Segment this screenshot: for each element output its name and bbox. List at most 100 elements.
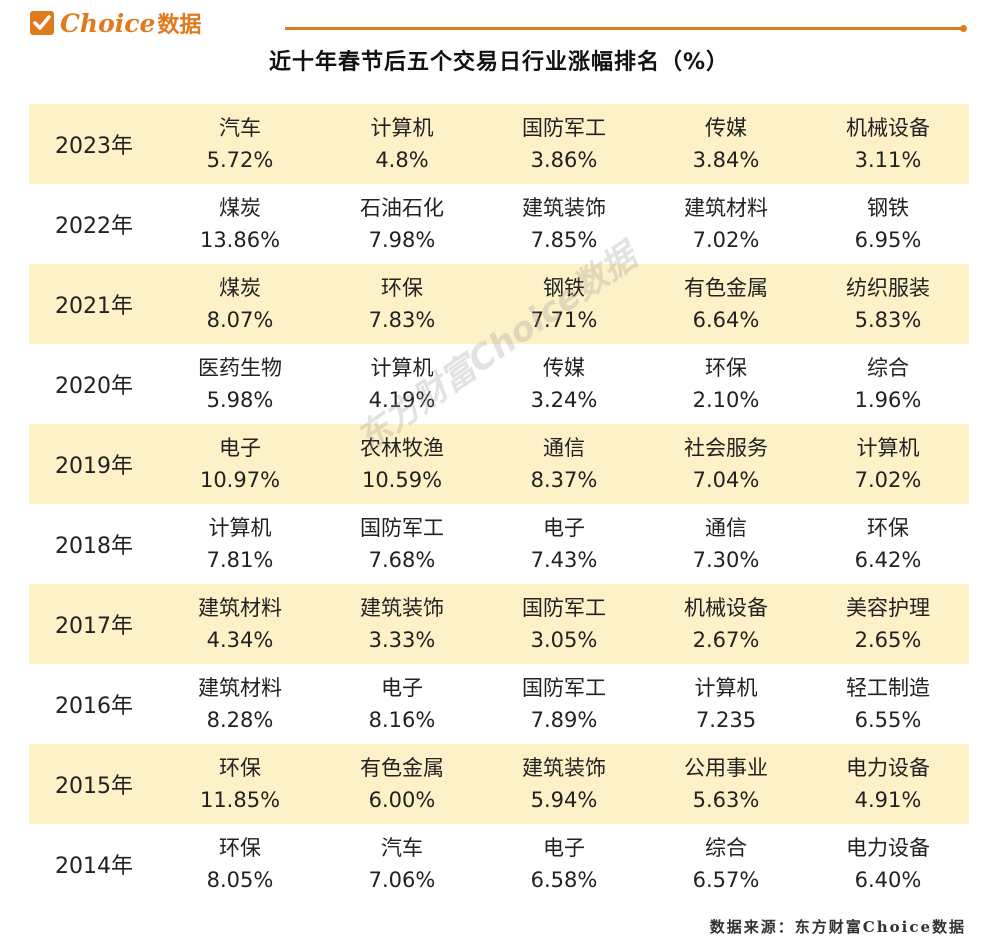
industry-name: 有色金属	[684, 276, 768, 300]
rank-cell: 钢铁 6.95%	[807, 192, 969, 256]
gain-value: 8.16%	[368, 708, 436, 732]
rank-cell: 钢铁 7.71%	[483, 272, 645, 336]
source-note: 数据来源：东方财富Choice数据	[709, 918, 966, 936]
industry-name: 环保	[219, 756, 261, 780]
gain-value: 8.05%	[206, 868, 274, 892]
rank-cell: 农林牧渔 10.59%	[321, 432, 483, 496]
gain-value: 6.55%	[854, 708, 922, 732]
industry-name: 汽车	[381, 836, 423, 860]
year-label: 2021年	[55, 294, 133, 319]
rank-cell: 传媒 3.24%	[483, 352, 645, 416]
table-row: 2017年 建筑材料 4.34% 建筑装饰 3.33% 国防军工 3.05% 机械设备 2.67…	[29, 584, 969, 664]
year-label: 2020年	[55, 374, 133, 399]
gain-value: 7.02%	[854, 468, 922, 492]
gain-value: 8.37%	[530, 468, 598, 492]
industry-name: 美容护理	[846, 596, 930, 620]
industry-name: 综合	[867, 356, 909, 380]
industry-name: 通信	[705, 516, 747, 540]
rank-cell: 环保 8.05%	[159, 832, 321, 896]
rank-cell: 综合 6.57%	[645, 832, 807, 896]
gain-value: 5.63%	[692, 788, 760, 812]
gain-value: 4.34%	[206, 628, 274, 652]
rank-cell: 电力设备 6.40%	[807, 832, 969, 896]
industry-name: 国防军工	[522, 596, 606, 620]
gain-value: 2.10%	[692, 388, 760, 412]
industry-name: 国防军工	[522, 676, 606, 700]
industry-name: 建筑装饰	[360, 596, 444, 620]
gain-value: 7.02%	[692, 228, 760, 252]
header: Choice 数据	[0, 0, 998, 44]
gain-value: 3.24%	[530, 388, 598, 412]
rank-cell: 汽车 7.06%	[321, 832, 483, 896]
industry-name: 钢铁	[543, 276, 585, 300]
rank-cell: 计算机 4.8%	[321, 112, 483, 176]
industry-name: 传媒	[705, 116, 747, 140]
industry-name: 环保	[219, 836, 261, 860]
industry-name: 社会服务	[684, 436, 768, 460]
rank-cell: 公用事业 5.63%	[645, 752, 807, 816]
gain-value: 7.68%	[368, 548, 436, 572]
rank-cell: 石油石化 7.98%	[321, 192, 483, 256]
gain-value: 8.07%	[206, 308, 274, 332]
table-row: 2020年 医药生物 5.98% 计算机 4.19% 传媒 3.24% 环保 2.10% 综合 1.…	[29, 344, 969, 424]
table-row: 2015年 环保 11.85% 有色金属 6.00% 建筑装饰 5.94% 公用事业 5.63%…	[29, 744, 969, 824]
rank-cell: 电子 6.58%	[483, 832, 645, 896]
check-icon	[30, 11, 54, 35]
rank-cell: 国防军工 3.86%	[483, 112, 645, 176]
industry-name: 煤炭	[219, 276, 261, 300]
gain-value: 7.81%	[206, 548, 274, 572]
table-row: 2018年 计算机 7.81% 国防军工 7.68% 电子 7.43% 通信 7.30% 环保 6.…	[29, 504, 969, 584]
rank-cell: 国防军工 7.68%	[321, 512, 483, 576]
industry-name: 医药生物	[198, 356, 282, 380]
rank-cell: 有色金属 6.64%	[645, 272, 807, 336]
gain-value: 10.97%	[199, 468, 281, 492]
rank-cell: 汽车 5.72%	[159, 112, 321, 176]
logo-brand-cn: 数据	[157, 13, 202, 38]
industry-name: 建筑材料	[198, 676, 282, 700]
gain-value: 4.91%	[854, 788, 922, 812]
rank-cell: 环保 2.10%	[645, 352, 807, 416]
rank-cell: 轻工制造 6.55%	[807, 672, 969, 736]
gain-value: 6.57%	[692, 868, 760, 892]
industry-name: 农林牧渔	[360, 436, 444, 460]
industry-name: 综合	[705, 836, 747, 860]
year-label: 2016年	[55, 694, 133, 719]
rank-cell: 有色金属 6.00%	[321, 752, 483, 816]
page-title: 近十年春节后五个交易日行业涨幅排名（%）	[268, 50, 730, 75]
rank-cell: 纺织服装 5.83%	[807, 272, 969, 336]
gain-value: 4.19%	[368, 388, 436, 412]
industry-name: 纺织服装	[846, 276, 930, 300]
gain-value: 3.33%	[368, 628, 436, 652]
rank-cell: 电子 10.97%	[159, 432, 321, 496]
gain-value: 2.65%	[854, 628, 922, 652]
industry-name: 国防军工	[522, 116, 606, 140]
gain-value: 7.43%	[530, 548, 598, 572]
table-row: 2021年 煤炭 8.07% 环保 7.83% 钢铁 7.71% 有色金属 6.64% 纺织服装 5…	[29, 264, 969, 344]
rank-cell: 计算机 7.235	[645, 672, 807, 736]
rank-cell: 计算机 7.02%	[807, 432, 969, 496]
rank-cell: 电子 8.16%	[321, 672, 483, 736]
gain-value: 1.96%	[854, 388, 922, 412]
table-row: 2023年 汽车 5.72% 计算机 4.8% 国防军工 3.86% 传媒 3.84% 机械设备 3…	[29, 104, 969, 184]
industry-name: 建筑装饰	[522, 756, 606, 780]
gain-value: 2.67%	[692, 628, 760, 652]
year-label: 2023年	[55, 134, 133, 159]
year-label: 2017年	[55, 614, 133, 639]
gain-value: 5.83%	[854, 308, 922, 332]
gain-value: 7.89%	[530, 708, 598, 732]
industry-name: 环保	[867, 516, 909, 540]
table-row: 2019年 电子 10.97% 农林牧渔 10.59% 通信 8.37% 社会服务 7.04% 计…	[29, 424, 969, 504]
header-divider	[285, 27, 963, 30]
table-row: 2014年 环保 8.05% 汽车 7.06% 电子 6.58% 综合 6.57% 电力设备 6.4…	[29, 824, 969, 904]
table-row: 2016年 建筑材料 8.28% 电子 8.16% 国防军工 7.89% 计算机 7.235 轻工…	[29, 664, 969, 744]
gain-value: 3.86%	[530, 148, 598, 172]
industry-name: 计算机	[856, 436, 920, 460]
industry-name: 煤炭	[219, 196, 261, 220]
year-label: 2019年	[55, 454, 133, 479]
industry-name: 有色金属	[360, 756, 444, 780]
industry-name: 汽车	[219, 116, 261, 140]
rank-cell: 建筑材料 7.02%	[645, 192, 807, 256]
industry-name: 建筑材料	[684, 196, 768, 220]
gain-value: 7.04%	[692, 468, 760, 492]
rank-cell: 建筑装饰 7.85%	[483, 192, 645, 256]
